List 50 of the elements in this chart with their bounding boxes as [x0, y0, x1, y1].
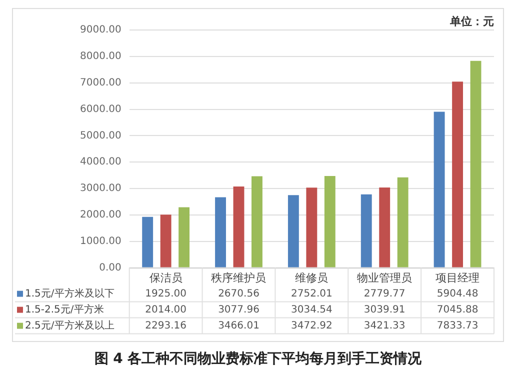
bar: [233, 186, 244, 268]
text: 单位：元: [449, 14, 494, 28]
y-tick-label: 4000.00: [80, 156, 122, 168]
bar: [288, 195, 299, 268]
y-tick-label: 9000.00: [80, 24, 122, 36]
data-label: 3466.01: [218, 320, 260, 332]
y-tick-label: 2000.00: [80, 210, 122, 221]
data-label: 7045.88: [436, 304, 478, 316]
bar: [360, 194, 372, 268]
bar: [142, 216, 154, 268]
x-tick-label: 物业管理员: [357, 271, 412, 284]
y-tick-label: 8000.00: [80, 51, 122, 62]
x-tick-label: 维修员: [295, 271, 328, 284]
x-tick-label: 保洁员: [149, 271, 182, 284]
y-tick-label: 0.00: [99, 262, 122, 274]
y-tick-label: 3000.00: [80, 183, 122, 194]
x-tick-label: 秩序维护员: [211, 271, 266, 284]
text: 图 4 各工种不同物业费标准下平均每月到手工资情况: [93, 350, 423, 368]
bar: [160, 214, 172, 268]
legend-label: 1.5元/平方米及以下: [25, 287, 114, 300]
bar: [178, 207, 190, 268]
bar: [379, 187, 390, 268]
data-label: 3421.33: [364, 320, 406, 332]
data-label: 2779.77: [364, 288, 406, 300]
data-label: 2293.16: [145, 320, 186, 332]
y-tick-label: 1000.00: [80, 236, 122, 247]
bar: [306, 188, 318, 268]
data-label: 5904.48: [436, 288, 478, 300]
data-label: 3039.91: [364, 304, 406, 316]
y-tick-label: 7000.00: [80, 77, 122, 88]
x-tick-label: 项目经理: [436, 271, 480, 284]
bar: [397, 177, 408, 268]
data-label: 2752.01: [290, 288, 332, 300]
y-tick-label: 6000.00: [80, 104, 122, 115]
data-label: 7833.73: [436, 320, 478, 332]
bar: [252, 176, 262, 268]
y-tick-label: 5000.00: [80, 130, 122, 142]
bar: [215, 197, 226, 268]
legend-label: 1.5-2.5元/平方米: [25, 303, 104, 316]
data-label: 2670.56: [218, 288, 260, 300]
data-label: 2014.00: [145, 304, 186, 316]
data-label: 3034.54: [290, 304, 332, 316]
legend-label: 2.5元/平方米及以上: [25, 319, 114, 332]
data-label: 1925.00: [145, 288, 186, 300]
bar: [434, 112, 445, 268]
data-label: 3472.92: [290, 320, 332, 332]
bar: [324, 176, 336, 268]
bar: [452, 82, 464, 268]
data-label: 3077.96: [218, 304, 260, 316]
bar: [470, 60, 482, 268]
